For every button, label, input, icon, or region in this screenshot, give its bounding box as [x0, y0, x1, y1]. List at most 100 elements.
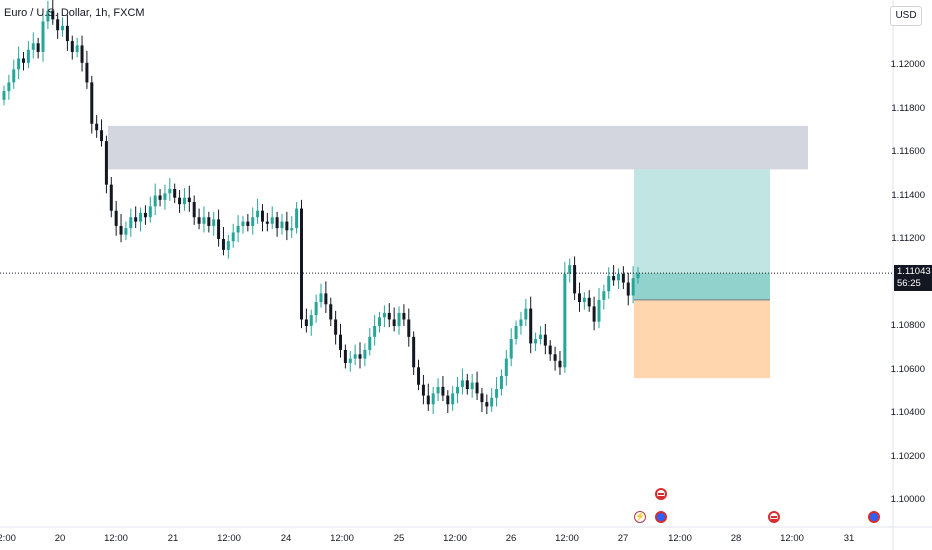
candle-body[interactable] — [534, 339, 538, 344]
stop-zone[interactable] — [634, 299, 770, 379]
candle-body[interactable] — [163, 193, 167, 200]
candle-body[interactable] — [319, 293, 323, 303]
candle-body[interactable] — [260, 210, 264, 222]
eu-flag-icon[interactable] — [655, 511, 667, 523]
candle-body[interactable] — [602, 291, 606, 300]
candle-body[interactable] — [304, 319, 308, 326]
candle-body[interactable] — [119, 225, 123, 235]
candle-body[interactable] — [12, 69, 16, 83]
candle-body[interactable] — [417, 367, 421, 385]
candle-body[interactable] — [577, 293, 581, 303]
candle-body[interactable] — [524, 308, 528, 320]
candle-body[interactable] — [134, 217, 138, 222]
candle-body[interactable] — [358, 354, 362, 359]
candle-body[interactable] — [436, 386, 440, 394]
candle-body[interactable] — [421, 384, 425, 396]
candle-body[interactable] — [265, 221, 269, 224]
candle-body[interactable] — [153, 195, 157, 207]
candle-body[interactable] — [256, 210, 260, 218]
candle-body[interactable] — [339, 334, 343, 350]
candle-body[interactable] — [22, 58, 26, 63]
candle-body[interactable] — [382, 312, 386, 318]
candle-body[interactable] — [631, 278, 635, 296]
currency-button[interactable]: USD — [890, 6, 922, 26]
candle-body[interactable] — [616, 273, 620, 281]
candle-body[interactable] — [397, 312, 401, 326]
candle-body[interactable] — [231, 232, 235, 242]
candle-body[interactable] — [538, 334, 542, 340]
candle-body[interactable] — [553, 354, 557, 361]
candle-body[interactable] — [519, 319, 523, 326]
candle-body[interactable] — [226, 241, 230, 250]
us-flag-icon[interactable] — [768, 511, 780, 523]
candle-body[interactable] — [368, 336, 372, 350]
candle-body[interactable] — [187, 197, 191, 203]
candle-body[interactable] — [509, 339, 513, 359]
candle-body[interactable] — [485, 402, 489, 407]
us-flag-icon[interactable] — [655, 488, 667, 500]
candle-body[interactable] — [178, 197, 182, 205]
candle-body[interactable] — [504, 358, 508, 377]
symbol-title[interactable]: Euro / U.S. Dollar, 1h, FXCM — [4, 7, 145, 19]
candle-body[interactable] — [129, 217, 133, 229]
candle-body[interactable] — [363, 349, 367, 359]
candle-body[interactable] — [285, 221, 289, 231]
candle-body[interactable] — [456, 386, 460, 394]
candle-body[interactable] — [499, 376, 503, 390]
candle-body[interactable] — [192, 202, 196, 218]
candle-body[interactable] — [558, 360, 562, 368]
candle-body[interactable] — [426, 395, 430, 405]
candle-body[interactable] — [299, 208, 303, 320]
candle-body[interactable] — [334, 319, 338, 335]
candle-body[interactable] — [607, 275, 611, 292]
candle-body[interactable] — [221, 239, 225, 250]
candle-body[interactable] — [7, 82, 11, 92]
candle-body[interactable] — [451, 393, 455, 405]
candle-body[interactable] — [329, 304, 333, 320]
candle-body[interactable] — [514, 326, 518, 340]
candle-body[interactable] — [353, 354, 357, 359]
supply-zone[interactable] — [108, 125, 808, 170]
candle-body[interactable] — [80, 45, 84, 63]
position-zones[interactable] — [108, 125, 808, 379]
candle-body[interactable] — [236, 225, 240, 233]
candle-body[interactable] — [563, 273, 567, 368]
candle-body[interactable] — [217, 219, 221, 239]
candle-body[interactable] — [407, 319, 411, 337]
candle-body[interactable] — [636, 273, 640, 279]
candle-body[interactable] — [543, 334, 547, 346]
candle-body[interactable] — [460, 380, 464, 387]
candle-body[interactable] — [51, 10, 55, 20]
candle-body[interactable] — [70, 41, 74, 52]
candle-body[interactable] — [114, 210, 118, 226]
candle-body[interactable] — [441, 386, 445, 396]
candle-body[interactable] — [475, 382, 479, 394]
candle-body[interactable] — [17, 58, 21, 70]
candle-body[interactable] — [465, 380, 469, 390]
candle-body[interactable] — [480, 393, 484, 403]
candle-body[interactable] — [202, 217, 206, 224]
candle-body[interactable] — [402, 312, 406, 320]
candle-body[interactable] — [31, 43, 35, 50]
candle-body[interactable] — [182, 197, 186, 205]
candle-body[interactable] — [75, 45, 79, 52]
candle-body[interactable] — [197, 217, 201, 224]
candle-body[interactable] — [104, 141, 108, 185]
candle-body[interactable] — [158, 195, 162, 200]
target-zone[interactable] — [634, 169, 770, 300]
candle-body[interactable] — [275, 217, 279, 229]
candle-body[interactable] — [612, 275, 616, 281]
candle-body[interactable] — [56, 19, 60, 31]
candle-body[interactable] — [241, 221, 245, 226]
candle-body[interactable] — [387, 312, 391, 320]
candle-body[interactable] — [212, 219, 216, 226]
candle-body[interactable] — [490, 397, 494, 407]
candle-body[interactable] — [621, 273, 625, 283]
candle-body[interactable] — [2, 91, 6, 100]
candle-body[interactable] — [587, 297, 591, 307]
candle-body[interactable] — [470, 382, 474, 390]
candle-body[interactable] — [412, 336, 416, 368]
candle-body[interactable] — [100, 130, 104, 142]
candle-body[interactable] — [529, 308, 533, 344]
candle-body[interactable] — [148, 206, 152, 218]
